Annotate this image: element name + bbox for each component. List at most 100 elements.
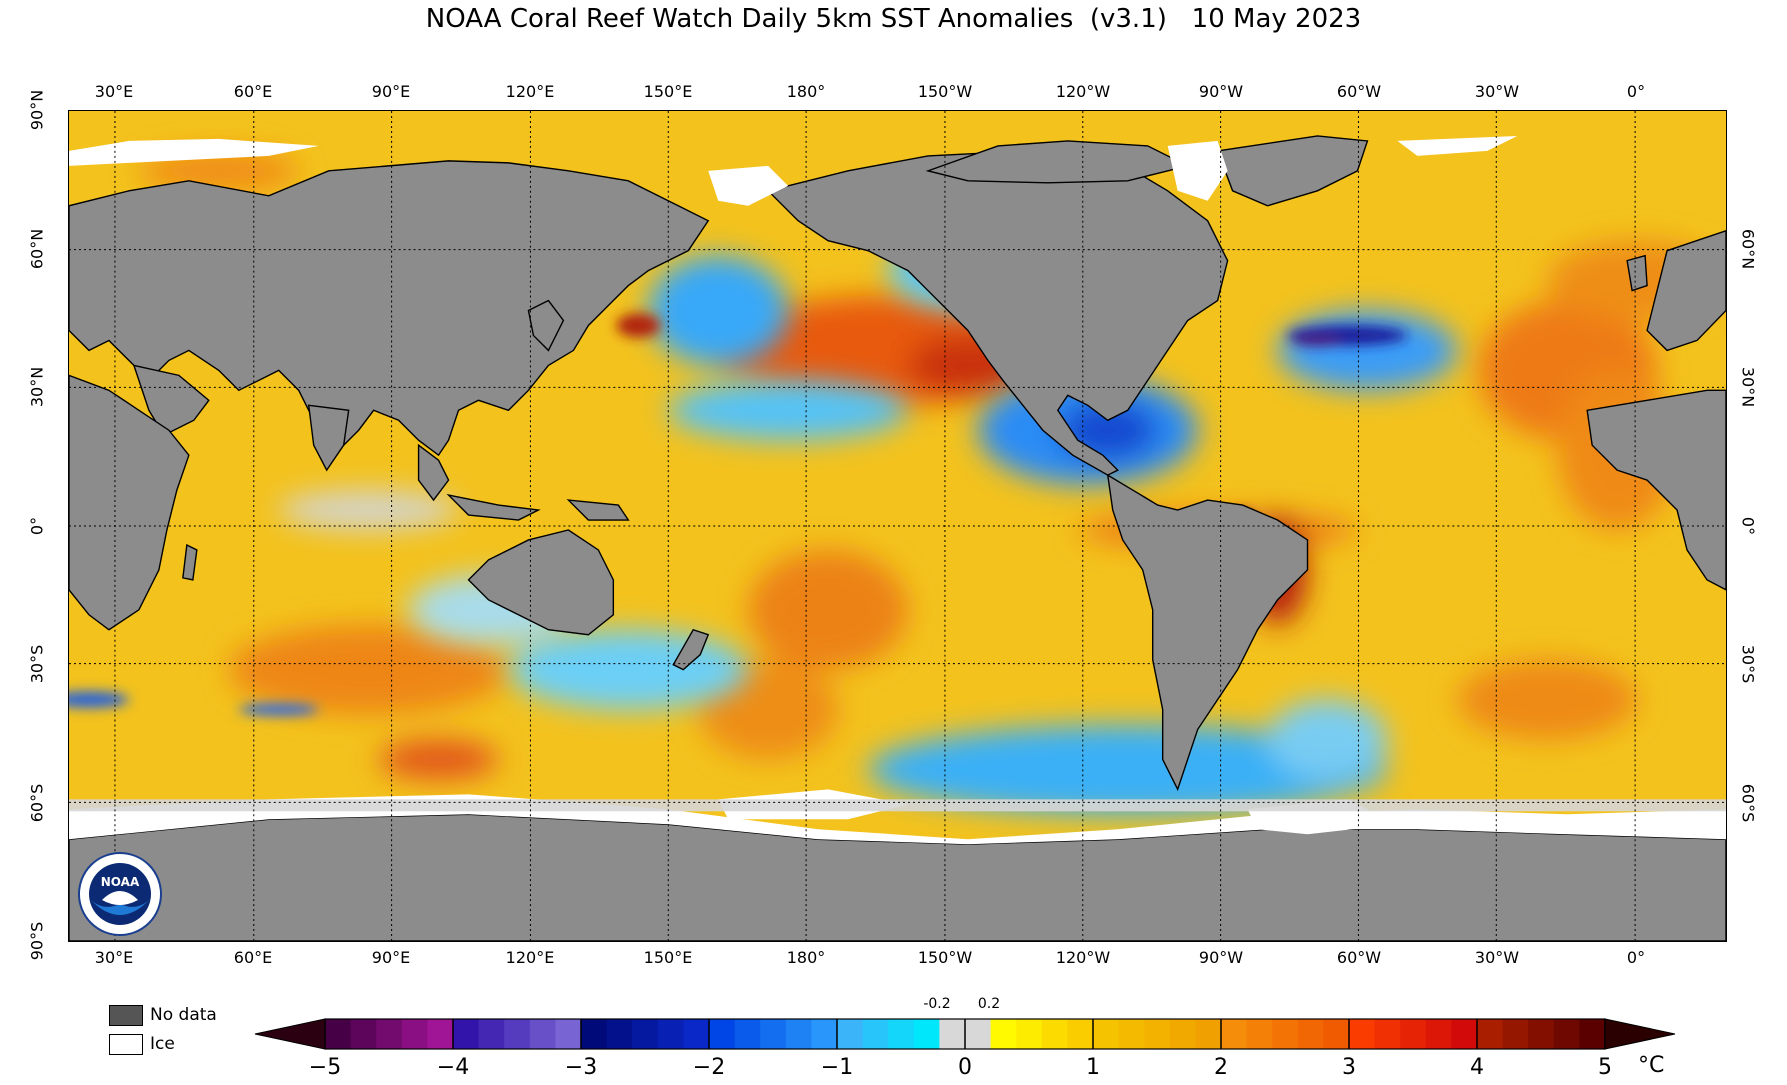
colorbar-tick-label: −5 <box>308 1055 342 1080</box>
colorbar-cell <box>1169 1019 1196 1049</box>
colorbar-low-arrow <box>254 1018 326 1050</box>
colorbar-unit: °C <box>1638 1053 1665 1078</box>
chart-title: NOAA Coral Reef Watch Daily 5km SST Anom… <box>425 4 1362 34</box>
colorbar-cell <box>1451 1019 1478 1049</box>
colorbar-cell <box>1297 1019 1324 1049</box>
colorbar-cell <box>1349 1019 1376 1049</box>
neutral-band <box>69 799 1726 812</box>
colorbar-cell <box>427 1019 454 1049</box>
colorbar-tick-label: 5 <box>1598 1055 1612 1080</box>
colorbar-cell <box>1067 1019 1094 1049</box>
colorbar-small-label: -0.2 <box>923 996 951 1012</box>
colorbar-cell <box>1374 1019 1401 1049</box>
lat-label-right: 60°N <box>1738 228 1758 270</box>
logo-text: NOAA <box>101 875 140 889</box>
colorbar-cell <box>529 1019 556 1049</box>
colorbar-cell <box>1425 1019 1452 1049</box>
colorbar-cell <box>1502 1019 1529 1049</box>
lon-label-bottom: 120°E <box>505 948 555 967</box>
colorbar-tick-label: −3 <box>564 1055 598 1080</box>
colorbar-tick-label: −1 <box>820 1055 854 1080</box>
lat-label-right: 60°S <box>1738 783 1758 823</box>
colorbar-tick-label: 4 <box>1470 1055 1484 1080</box>
colorbar-cell <box>1246 1019 1273 1049</box>
colorbar-cell <box>478 1019 505 1049</box>
no-data-swatch <box>109 1005 143 1026</box>
lon-label-top: 120°E <box>505 82 555 101</box>
colorbar-tick-label: 0 <box>958 1055 972 1080</box>
colorbar-cell <box>1144 1019 1171 1049</box>
lat-label-left: 90°N <box>27 89 47 131</box>
colorbar-cell <box>1323 1019 1350 1049</box>
lon-label-bottom: 180° <box>786 948 826 967</box>
colorbar-cell <box>632 1019 659 1049</box>
colorbar-high-arrow <box>1604 1018 1676 1050</box>
colorbar-cell <box>837 1019 864 1049</box>
colorbar-cell <box>785 1019 812 1049</box>
sst-anomaly-map[interactable] <box>68 110 1727 942</box>
colorbar-cell <box>1477 1019 1504 1049</box>
lat-label-left: 0° <box>27 516 47 536</box>
graticule <box>69 111 1726 941</box>
lon-label-top: 180° <box>786 82 826 101</box>
lon-label-top: 30°E <box>94 82 134 101</box>
land-masses <box>69 135 1726 941</box>
lon-label-top: 0° <box>1626 82 1646 101</box>
colorbar-cell <box>350 1019 377 1049</box>
lat-label-right: 0° <box>1738 516 1758 536</box>
colorbar-cell <box>453 1019 480 1049</box>
colorbar-cell <box>990 1019 1017 1049</box>
lon-label-bottom: 150°E <box>643 948 693 967</box>
noaa-logo: NOAA <box>78 852 162 936</box>
colorbar-cell <box>376 1019 403 1049</box>
colorbar-cell <box>913 1019 940 1049</box>
lon-label-top: 120°W <box>1055 82 1111 101</box>
colorbar-cell <box>1272 1019 1299 1049</box>
colorbar-cell <box>1221 1019 1248 1049</box>
lon-label-bottom: 60°W <box>1336 948 1382 967</box>
colorbar-tick-label: 3 <box>1342 1055 1356 1080</box>
colorbar <box>254 1018 1676 1050</box>
colorbar-cell <box>581 1019 608 1049</box>
colorbar-cell <box>709 1019 736 1049</box>
colorbar-cell <box>606 1019 633 1049</box>
colorbar-cell <box>1016 1019 1043 1049</box>
colorbar-cell <box>1400 1019 1427 1049</box>
lon-label-bottom: 30°E <box>94 948 134 967</box>
colorbar-cell <box>734 1019 761 1049</box>
no-data-label: No data <box>150 1005 217 1025</box>
colorbar-tick-label: −4 <box>436 1055 470 1080</box>
colorbar-cell <box>555 1019 582 1049</box>
ice-swatch <box>109 1034 143 1055</box>
lon-label-top: 90°E <box>371 82 411 101</box>
lat-label-right: 30°S <box>1738 644 1758 684</box>
colorbar-cell <box>1528 1019 1555 1049</box>
ice-label: Ice <box>150 1034 175 1054</box>
colorbar-cell <box>657 1019 684 1049</box>
lon-label-bottom: 120°W <box>1055 948 1111 967</box>
colorbar-cell <box>862 1019 889 1049</box>
lon-label-bottom: 60°E <box>233 948 273 967</box>
lon-label-bottom: 150°W <box>917 948 973 967</box>
colorbar-cell <box>760 1019 787 1049</box>
colorbar-cell <box>1195 1019 1222 1049</box>
colorbar-cell <box>1118 1019 1145 1049</box>
colorbar-cell <box>1093 1019 1120 1049</box>
colorbar-cell <box>504 1019 531 1049</box>
colorbar-tick-label: 2 <box>1214 1055 1228 1080</box>
colorbar-cell <box>401 1019 428 1049</box>
lon-label-top: 90°W <box>1198 82 1244 101</box>
lon-label-top: 30°W <box>1474 82 1520 101</box>
colorbar-cell <box>888 1019 915 1049</box>
colorbar-cell <box>1041 1019 1068 1049</box>
lat-label-left: 60°S <box>27 783 47 823</box>
colorbar-frame <box>324 1018 1606 1050</box>
lon-label-top: 150°E <box>643 82 693 101</box>
lat-label-left: 30°S <box>27 644 47 684</box>
lat-label-left: 90°S <box>27 921 47 961</box>
colorbar-cell <box>1553 1019 1580 1049</box>
lat-label-left: 30°N <box>27 366 47 408</box>
lat-label-left: 60°N <box>27 228 47 270</box>
lat-label-right: 30°N <box>1738 366 1758 408</box>
lon-label-top: 60°E <box>233 82 273 101</box>
